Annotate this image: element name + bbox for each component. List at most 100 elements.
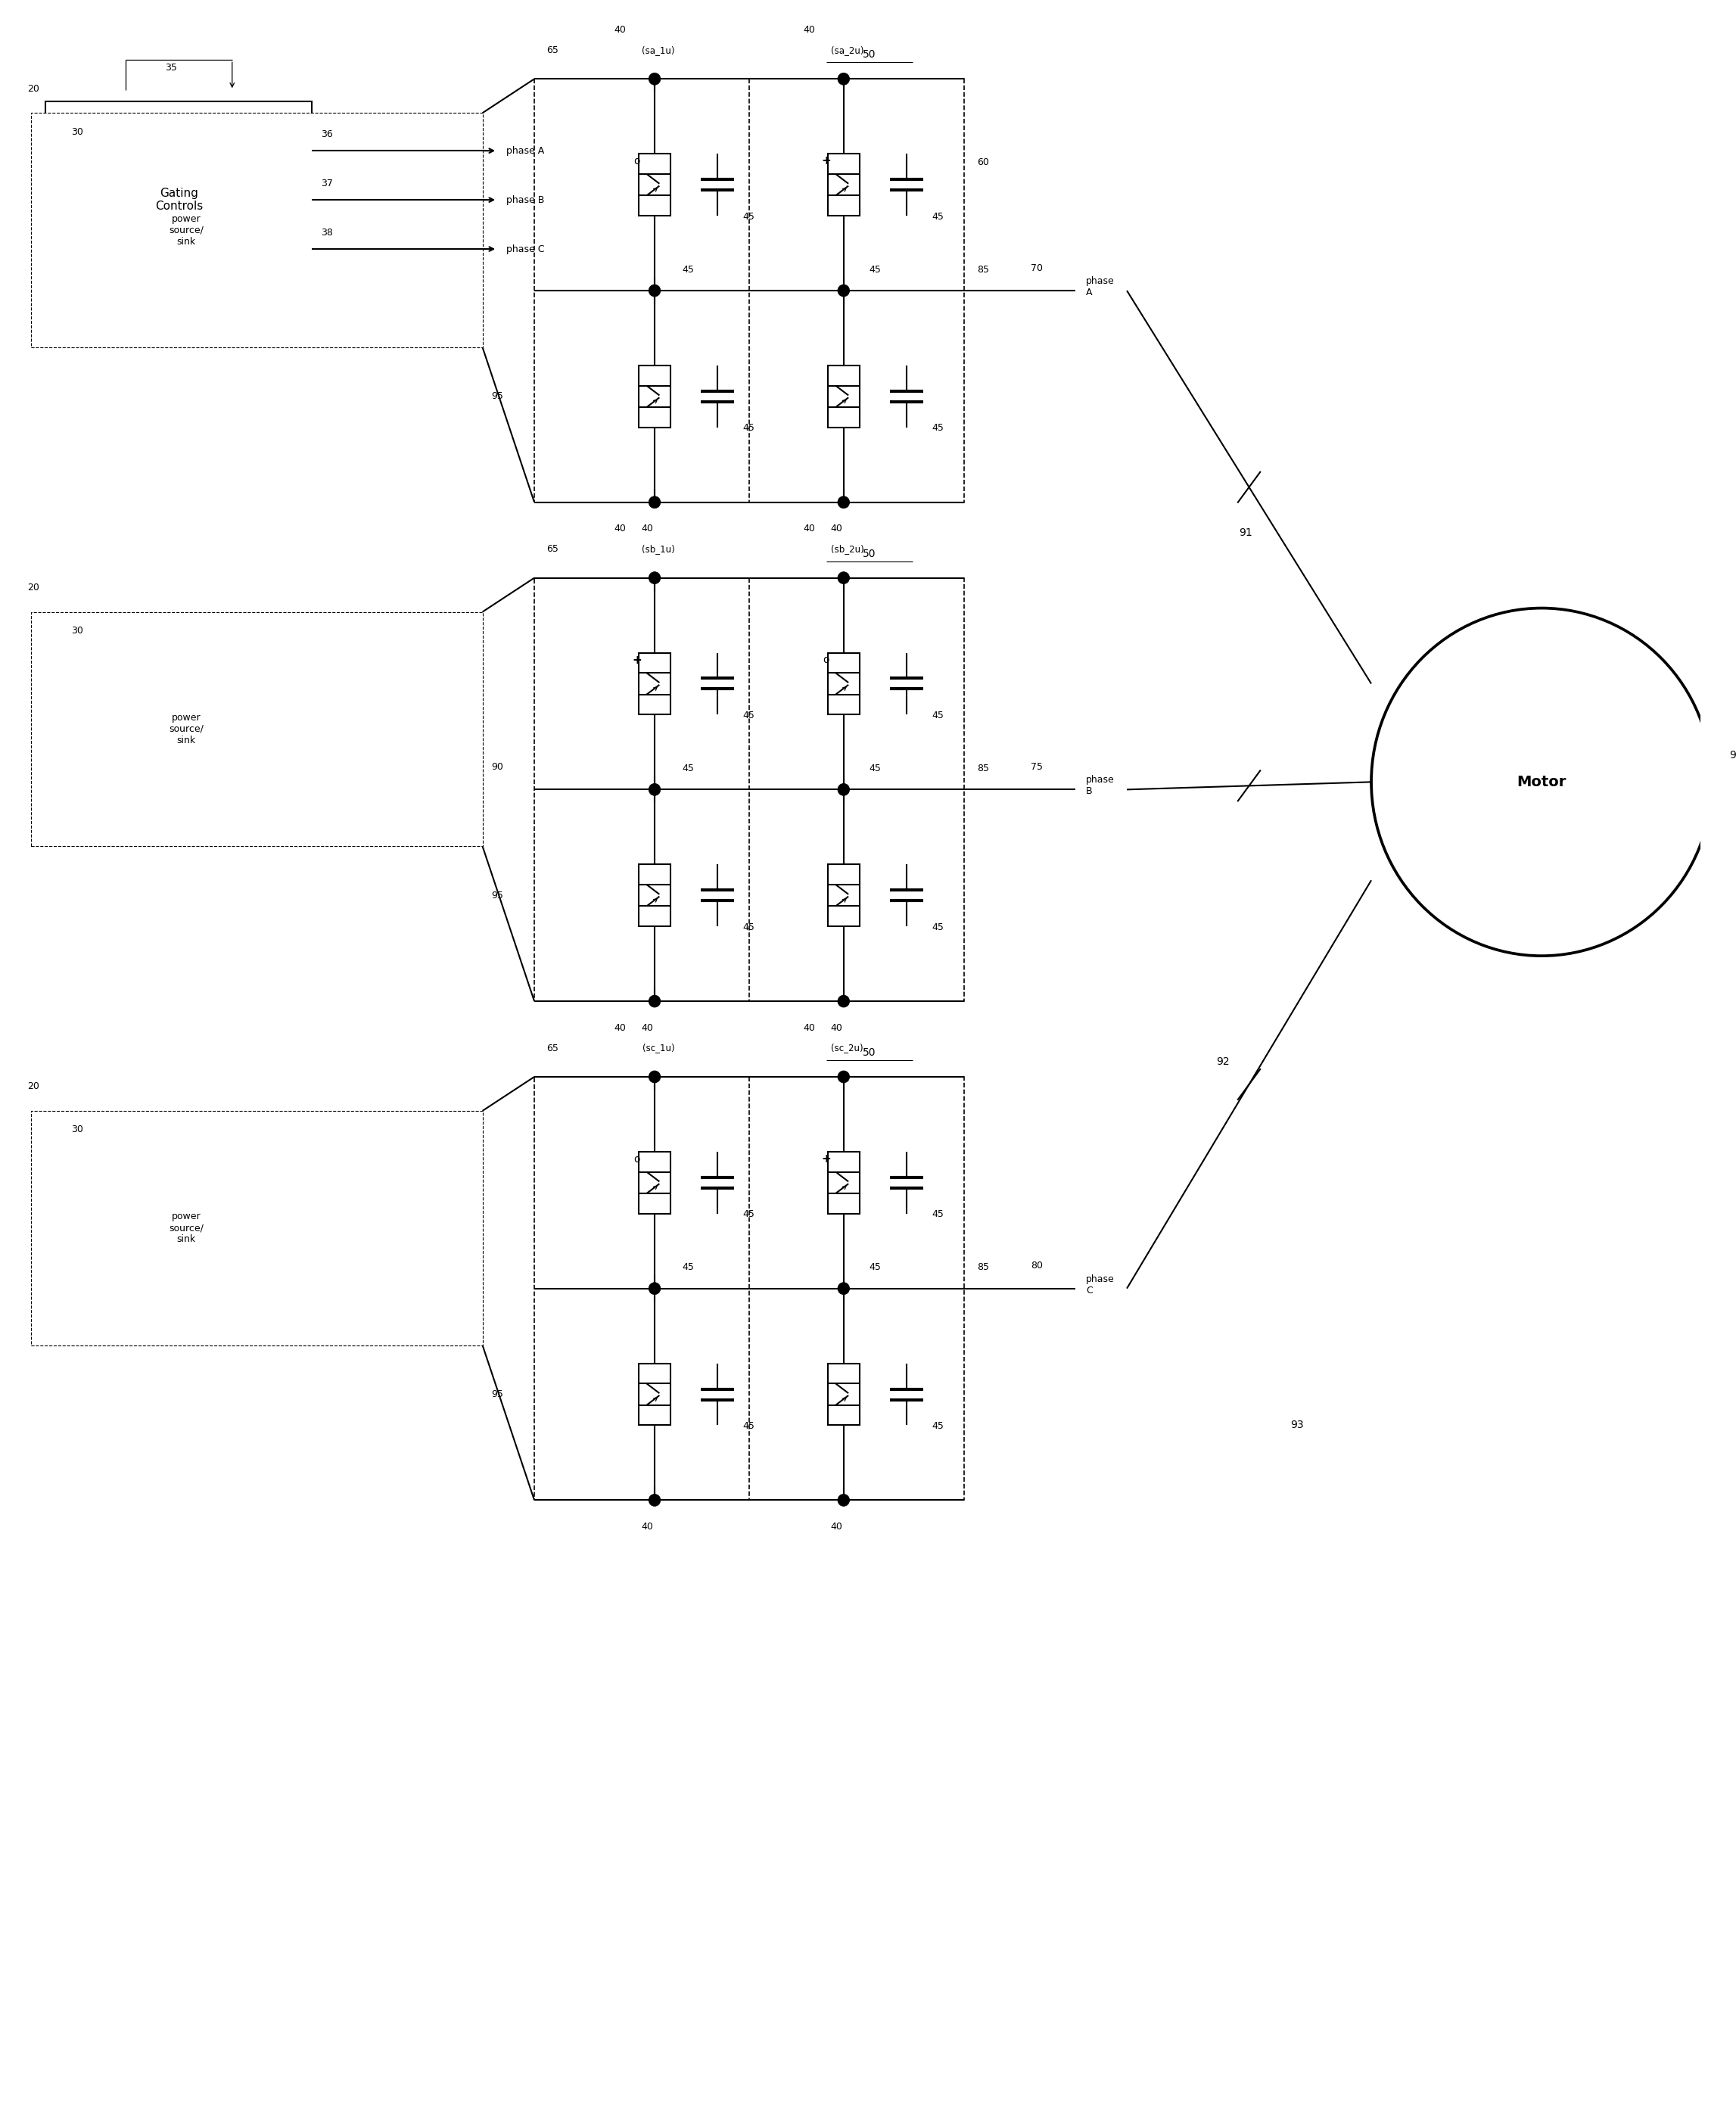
Bar — [535, 78, 963, 501]
Bar — [828, 1363, 859, 1426]
Text: 45: 45 — [743, 922, 755, 933]
Text: phase
B: phase B — [1087, 775, 1115, 796]
Text: 65: 65 — [547, 44, 559, 55]
Circle shape — [649, 573, 660, 583]
Circle shape — [649, 74, 660, 84]
Text: 45: 45 — [932, 1209, 944, 1219]
Text: power
source/
sink: power source/ sink — [168, 712, 203, 746]
Text: 65: 65 — [547, 1042, 559, 1053]
Text: 90: 90 — [491, 762, 503, 771]
Text: phase
A: phase A — [1087, 276, 1115, 297]
Text: +: + — [632, 655, 642, 665]
Text: 95: 95 — [491, 1390, 503, 1398]
Circle shape — [1371, 609, 1712, 956]
Circle shape — [649, 284, 660, 297]
Text: 20: 20 — [28, 84, 38, 93]
Text: power
source/
sink: power source/ sink — [168, 1211, 203, 1245]
Circle shape — [838, 1070, 849, 1082]
Text: 36: 36 — [321, 128, 333, 139]
Bar — [828, 866, 859, 927]
Text: Motor: Motor — [1517, 775, 1566, 790]
Bar — [639, 366, 670, 428]
Bar — [535, 1076, 963, 1499]
Circle shape — [649, 996, 660, 1007]
Circle shape — [120, 162, 253, 299]
Text: 50: 50 — [863, 548, 877, 558]
Bar — [828, 653, 859, 714]
Circle shape — [838, 74, 849, 84]
Text: 45: 45 — [743, 710, 755, 720]
Circle shape — [649, 1283, 660, 1295]
Text: 40: 40 — [830, 1523, 842, 1531]
Text: phase C: phase C — [507, 244, 545, 255]
Text: 60: 60 — [977, 158, 990, 166]
Bar — [639, 154, 670, 215]
Text: 85: 85 — [977, 265, 990, 274]
Bar — [828, 366, 859, 428]
Text: o: o — [634, 1154, 641, 1165]
Text: 65: 65 — [547, 543, 559, 554]
Text: 45: 45 — [932, 423, 944, 434]
Text: 45: 45 — [868, 1261, 880, 1272]
Text: 45: 45 — [932, 922, 944, 933]
Text: 50: 50 — [863, 1047, 877, 1057]
Circle shape — [649, 1493, 660, 1506]
Text: 38: 38 — [321, 227, 333, 238]
Text: 40: 40 — [641, 1024, 653, 1032]
Text: 35: 35 — [165, 63, 177, 72]
Text: (sb_2u): (sb_2u) — [832, 543, 865, 554]
Bar — [45, 101, 312, 299]
Text: (sc_1u): (sc_1u) — [642, 1042, 675, 1053]
Text: 40: 40 — [802, 524, 814, 533]
Text: 50: 50 — [863, 48, 877, 61]
Text: 40: 40 — [830, 1024, 842, 1032]
Circle shape — [838, 1283, 849, 1295]
Text: +: + — [821, 156, 832, 166]
Text: o: o — [634, 156, 641, 166]
Circle shape — [649, 783, 660, 796]
Text: Gating
Controls: Gating Controls — [155, 187, 203, 213]
Text: power
source/
sink: power source/ sink — [168, 215, 203, 246]
Text: 40: 40 — [615, 524, 627, 533]
Text: (sb_1u): (sb_1u) — [642, 543, 675, 554]
Text: 45: 45 — [932, 1422, 944, 1430]
Circle shape — [838, 284, 849, 297]
Text: 45: 45 — [868, 265, 880, 274]
Bar — [828, 154, 859, 215]
Text: 40: 40 — [641, 524, 653, 533]
Text: 85: 85 — [977, 764, 990, 773]
Text: 40: 40 — [802, 1024, 814, 1032]
Circle shape — [838, 996, 849, 1007]
Text: 40: 40 — [830, 524, 842, 533]
Text: 92: 92 — [1217, 1057, 1229, 1068]
Text: 91: 91 — [1240, 526, 1252, 537]
Bar — [31, 613, 483, 847]
Text: phase
C: phase C — [1087, 1274, 1115, 1295]
Circle shape — [838, 1493, 849, 1506]
Text: 75: 75 — [1031, 762, 1043, 771]
Text: 30: 30 — [71, 1125, 83, 1135]
Text: o: o — [823, 655, 830, 665]
Text: 45: 45 — [743, 211, 755, 221]
Bar — [639, 1152, 670, 1213]
Text: phase A: phase A — [507, 145, 543, 156]
Bar — [31, 1110, 483, 1346]
Text: 45: 45 — [743, 1209, 755, 1219]
Text: 20: 20 — [28, 1082, 38, 1091]
Bar — [639, 866, 670, 927]
Text: 95: 95 — [491, 891, 503, 899]
Text: 70: 70 — [1031, 263, 1043, 274]
Text: 20: 20 — [28, 583, 38, 592]
Circle shape — [838, 497, 849, 508]
Text: 80: 80 — [1031, 1261, 1043, 1270]
Text: 95: 95 — [491, 392, 503, 402]
Circle shape — [120, 661, 253, 796]
Text: +: + — [821, 1154, 832, 1165]
Text: 40: 40 — [615, 1024, 627, 1032]
Circle shape — [649, 497, 660, 508]
Text: 45: 45 — [743, 423, 755, 434]
Text: 45: 45 — [682, 764, 694, 773]
Text: 45: 45 — [682, 1261, 694, 1272]
Text: 90: 90 — [1729, 750, 1736, 760]
Text: 40: 40 — [615, 25, 627, 34]
